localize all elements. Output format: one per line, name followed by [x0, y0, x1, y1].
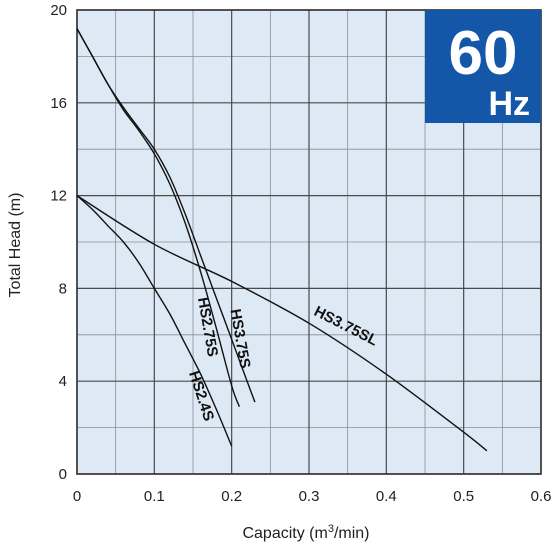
frequency-badge-box [425, 10, 541, 123]
frequency-value: 60 [449, 19, 518, 88]
y-tick-label: 20 [50, 2, 67, 19]
y-tick-label: 16 [50, 95, 67, 112]
curve-hs3-75sl [76, 195, 488, 452]
x-tick-label: 0.2 [221, 488, 242, 505]
x-axis-title: Capacity (m3/min) [242, 523, 369, 542]
curve-hs2-4s [76, 195, 233, 447]
x-axis-title-main: Capacity (m [242, 525, 327, 542]
y-tick-label: 0 [59, 466, 67, 483]
x-tick-label: 0.6 [531, 488, 552, 505]
x-tick-label: 0.5 [453, 488, 474, 505]
y-tick-label: 4 [59, 373, 67, 390]
x-axis-title-sup: 3 [328, 523, 334, 535]
x-axis-title-suffix: /min) [334, 525, 370, 542]
x-tick-labels: 0 0.1 0.2 0.3 0.4 0.5 0.6 [73, 488, 552, 505]
curve-hs3-75s [76, 28, 256, 403]
x-tick-label: 0.3 [299, 488, 320, 505]
x-tick-label: 0 [73, 488, 81, 505]
x-tick-label: 0.1 [144, 488, 165, 505]
y-axis-title: Total Head (m) [7, 193, 24, 298]
y-tick-labels: 0 4 8 12 16 20 [50, 2, 67, 483]
y-tick-label: 8 [59, 280, 67, 297]
frequency-badge: 60 Hz [425, 10, 541, 123]
plot-frame [76, 9, 542, 475]
x-tick-label: 0.4 [376, 488, 397, 505]
y-tick-label: 12 [50, 188, 67, 205]
series-curves [76, 28, 488, 452]
frequency-unit: Hz [488, 85, 530, 123]
